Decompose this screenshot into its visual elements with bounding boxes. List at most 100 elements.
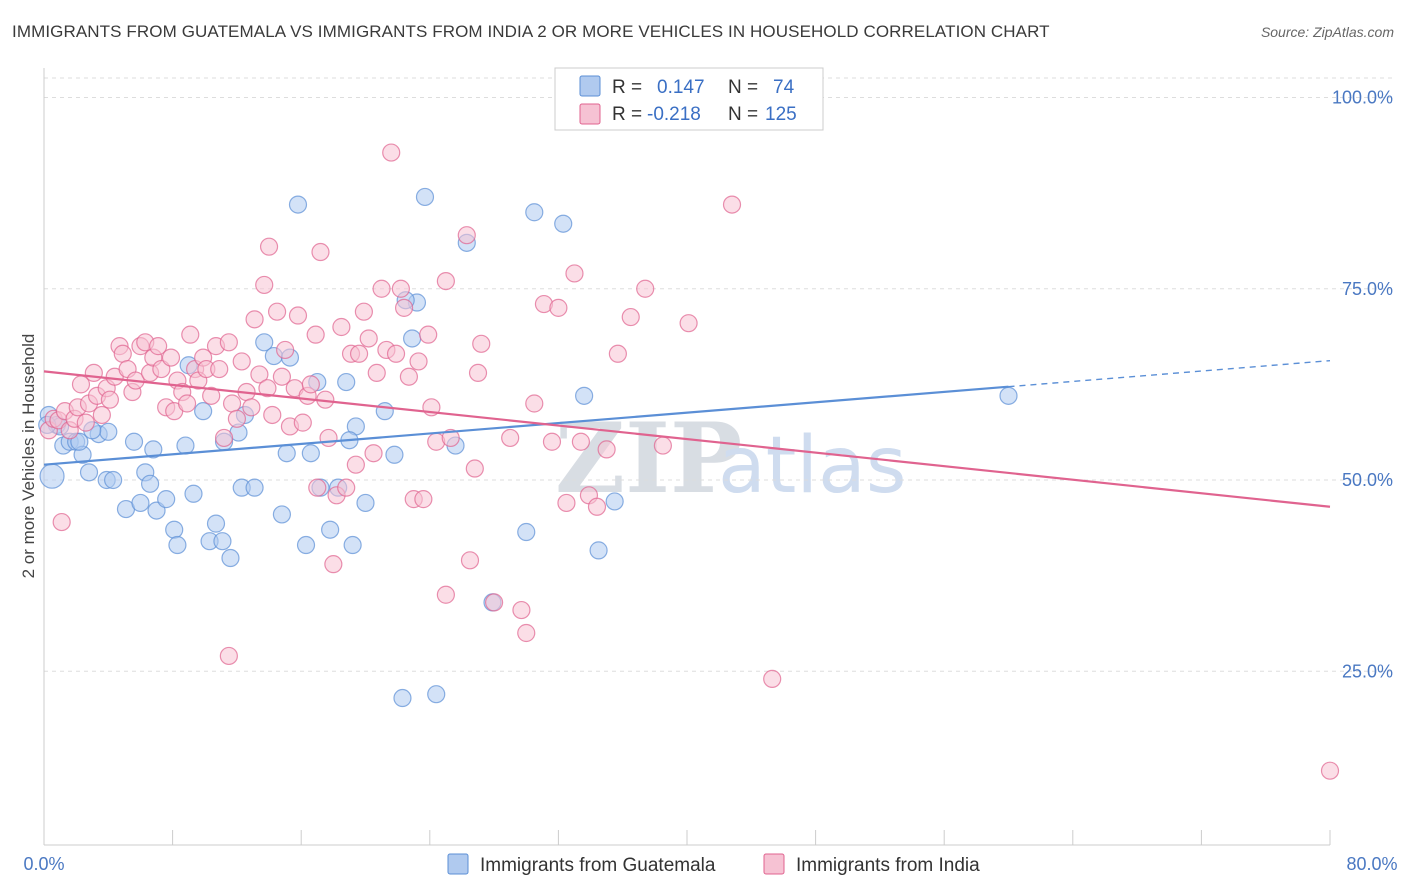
guatemala-point — [206, 514, 226, 533]
india-point — [219, 333, 238, 352]
india-point — [485, 593, 504, 612]
guatemala-point — [194, 402, 213, 421]
india-point — [597, 440, 616, 459]
x-tick-label-max: 80.0% — [1346, 854, 1397, 874]
india-point — [311, 242, 330, 262]
guatemala-point — [525, 203, 544, 222]
india-point — [332, 317, 351, 337]
india-point — [267, 302, 287, 321]
legend-n-value-india: 125 — [765, 104, 797, 125]
india-point — [52, 512, 71, 532]
gridlines — [44, 77, 1394, 672]
legend-r-value-guatemala: 0.147 — [657, 77, 705, 98]
guatemala-point — [343, 535, 362, 555]
india-point — [549, 298, 568, 317]
legend-n-label-guatemala: N = — [728, 77, 758, 98]
legend-r-label-india: R = — [612, 104, 642, 125]
india-point — [722, 195, 742, 214]
india-point — [149, 337, 168, 356]
india-point — [587, 497, 607, 516]
y-axis-title: 2 or more Vehicles in Household — [19, 334, 38, 579]
india-point — [161, 348, 181, 367]
guatemala-point — [589, 541, 608, 560]
series-india-points — [39, 143, 1340, 780]
india-point — [472, 334, 491, 353]
guatemala-point — [337, 372, 356, 392]
india-point — [76, 413, 95, 432]
guatemala-point — [213, 532, 232, 551]
india-point — [525, 394, 544, 413]
india-point — [337, 478, 356, 497]
india-point — [441, 428, 460, 448]
india-point — [293, 413, 312, 432]
guatemala-point — [403, 329, 422, 348]
india-point — [258, 379, 277, 398]
india-point — [512, 600, 531, 620]
india-point — [255, 275, 274, 295]
india-point — [359, 329, 378, 348]
source-label: Source: ZipAtlas.com — [1260, 24, 1394, 40]
india-point — [468, 363, 488, 382]
guatemala-point — [517, 522, 536, 542]
india-point — [653, 436, 672, 455]
legend: R = 0.147 N = 74 R = -0.218 N = 125 — [554, 67, 824, 131]
guatemala-point — [168, 535, 187, 555]
guatemala-point — [165, 520, 184, 539]
india-point — [409, 352, 428, 371]
india-point — [84, 363, 103, 382]
guatemala-point — [321, 520, 340, 539]
india-point — [372, 279, 391, 298]
india-point — [113, 344, 132, 363]
guatemala-point — [144, 440, 163, 459]
india-point — [608, 344, 627, 363]
guatemala-point — [272, 505, 292, 524]
india-point — [364, 444, 383, 463]
legend-n-value-guatemala: 74 — [773, 77, 795, 98]
india-point — [354, 302, 373, 321]
india-point — [621, 307, 640, 327]
guatemala-point — [245, 478, 264, 497]
india-point — [242, 398, 261, 417]
india-point — [250, 365, 269, 384]
india-point — [457, 226, 476, 245]
india-point — [501, 428, 520, 448]
india-point — [394, 298, 414, 317]
india-point — [177, 394, 197, 413]
india-point — [349, 344, 369, 363]
india-point — [232, 352, 251, 371]
india-point — [272, 367, 292, 386]
india-point — [419, 325, 438, 344]
india-point — [517, 623, 536, 643]
india-point — [214, 428, 234, 448]
legend-r-value-india: -0.218 — [647, 104, 701, 125]
india-point — [288, 306, 308, 325]
india-point — [399, 367, 419, 386]
guatemala-point — [385, 445, 404, 464]
chart-title: IMMIGRANTS FROM GUATEMALA VS IMMIGRANTS … — [12, 22, 1050, 41]
legend-swatch-india — [579, 103, 601, 125]
guatemala-point — [375, 402, 394, 421]
guatemala-point — [79, 463, 99, 482]
guatemala-point — [140, 474, 160, 493]
guatemala-point — [39, 463, 65, 489]
india-point — [571, 432, 591, 451]
india-point — [565, 264, 584, 283]
guatemala-point — [104, 470, 123, 490]
guatemala-point — [131, 493, 150, 513]
guatemala-trendline — [43, 385, 1009, 466]
guatemala-point — [221, 548, 240, 568]
watermark-atlas: atlas — [718, 421, 907, 511]
india-point — [202, 386, 221, 405]
guatemala-trendline-extension — [1008, 359, 1331, 388]
guatemala-point — [277, 444, 296, 463]
india-point — [227, 409, 246, 428]
india-point — [100, 390, 120, 409]
india-point — [245, 310, 264, 329]
india-point — [346, 455, 365, 474]
guatemala-point — [99, 422, 118, 441]
india-point — [542, 432, 562, 451]
guatemala-point — [255, 333, 274, 352]
guatemala-point — [999, 386, 1018, 405]
guatemala-point — [124, 432, 144, 451]
india-point — [306, 325, 325, 344]
